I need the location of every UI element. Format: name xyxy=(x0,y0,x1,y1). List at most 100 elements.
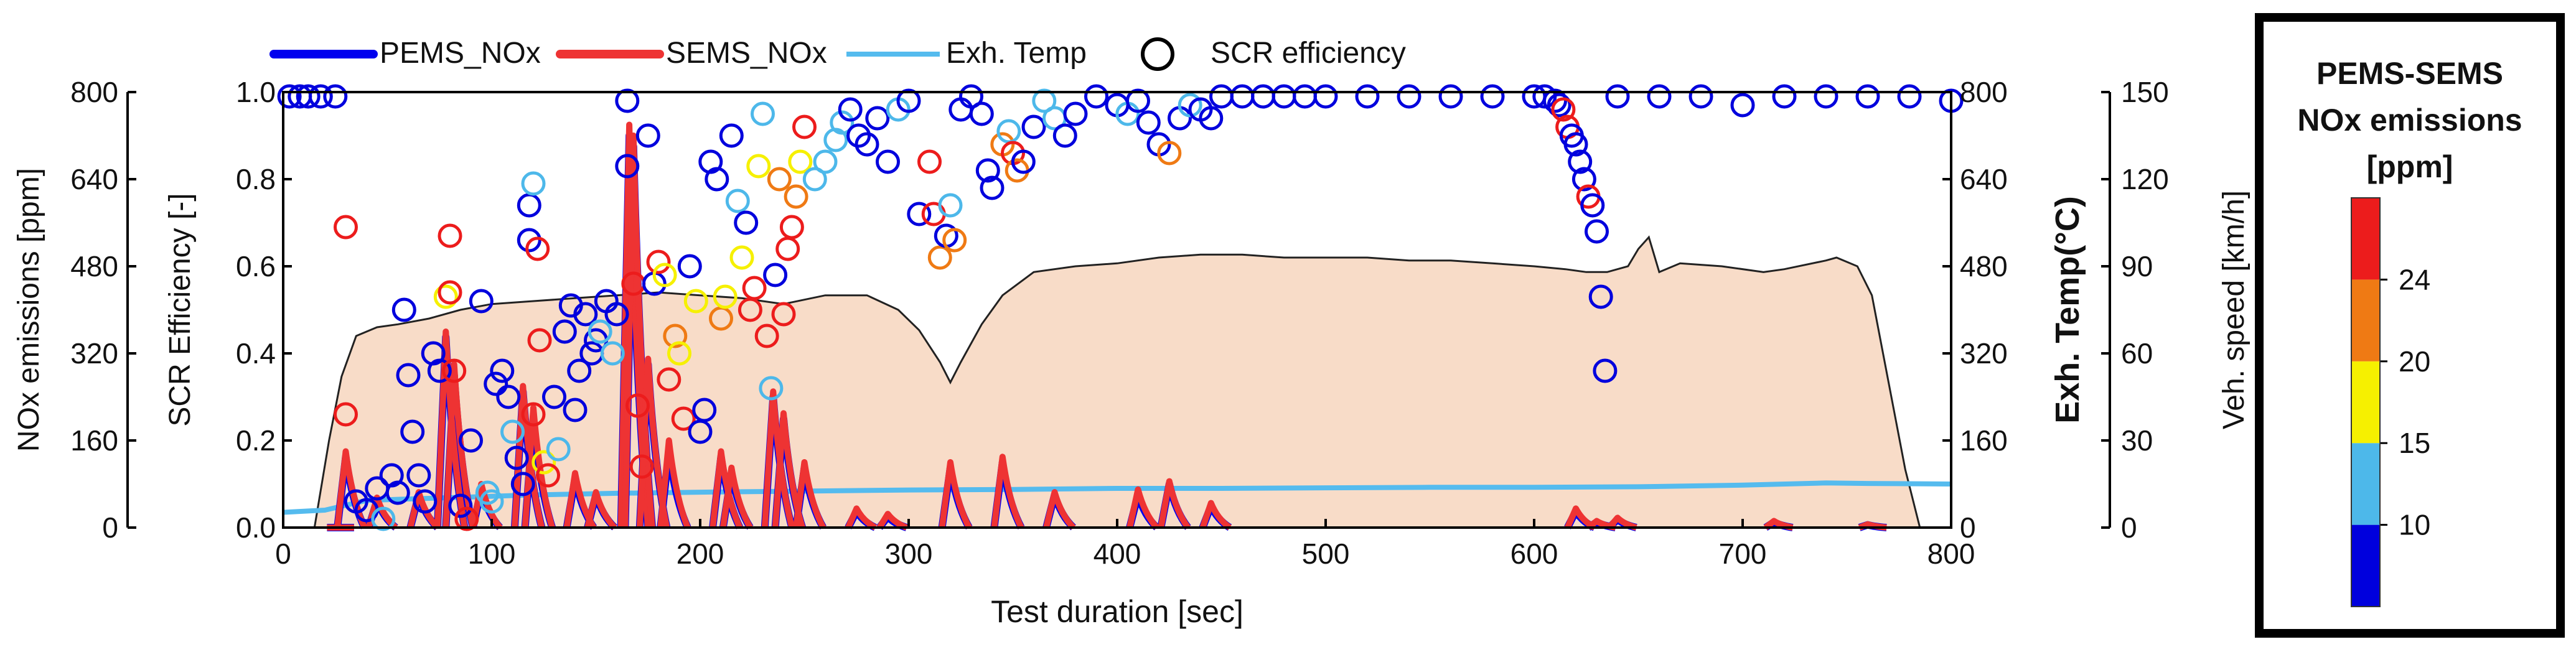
nox-tick-label-5: 800 xyxy=(70,76,118,108)
speed-axis-label: Veh. speed [km/h] xyxy=(2218,190,2250,429)
scr-efficiency-points xyxy=(277,84,1964,531)
scr-point-95 xyxy=(792,114,817,139)
legend-label-scr: SCR efficiency xyxy=(1211,37,1406,70)
scr-point-133 xyxy=(1136,110,1161,135)
scr-point-135 xyxy=(1157,141,1182,165)
scr-point-87 xyxy=(759,376,784,401)
sems-nox-peak-14 xyxy=(657,437,691,529)
colorbar-band-4 xyxy=(2351,198,2380,280)
scr-point-55 xyxy=(600,341,625,366)
scr-point-5 xyxy=(334,215,358,240)
scr-point-168 xyxy=(1730,93,1755,118)
sems-nox-peak-25 xyxy=(1126,486,1159,530)
scr-point-42 xyxy=(532,450,556,475)
scr-point-117 xyxy=(975,158,1000,183)
scr-point-158 xyxy=(1568,149,1593,174)
scr-point-128 xyxy=(1063,101,1088,126)
scr-point-21 xyxy=(438,223,462,248)
sems-nox-peak-12 xyxy=(622,133,655,528)
scr-point-69 xyxy=(671,406,696,431)
scr-point-148 xyxy=(1438,84,1463,109)
scr-point-16 xyxy=(406,463,431,488)
nox-axis-label: NOx emissions [ppm] xyxy=(12,168,45,452)
speed-axis: 0 30 60 90 120 150 xyxy=(2101,76,2169,544)
scr-point-152 xyxy=(1543,88,1567,113)
scr-point-113 xyxy=(942,228,967,253)
scr-point-171 xyxy=(1855,84,1880,109)
colorbar-label-0: 10 xyxy=(2399,509,2430,541)
x-tick-label-6: 600 xyxy=(1510,538,1558,570)
scr-point-43 xyxy=(536,463,560,488)
scr-point-26 xyxy=(459,428,483,453)
legend-label-temp: Exh. Temp xyxy=(946,37,1087,70)
scr-point-38 xyxy=(521,171,546,196)
scr-point-78 xyxy=(719,123,744,148)
speed-tick-label-5: 150 xyxy=(2121,76,2169,108)
scr-point-125 xyxy=(1032,88,1057,113)
colorbar-title-line3: [ppm] xyxy=(2367,149,2453,184)
scr-point-35 xyxy=(510,472,535,496)
scr-point-64 xyxy=(646,249,671,274)
scr-point-94 xyxy=(788,149,813,174)
scr-point-170 xyxy=(1814,84,1838,109)
x-tick-label-3: 300 xyxy=(885,538,933,570)
sems-nox-peak-19 xyxy=(793,459,827,529)
colorbar-frame xyxy=(2255,13,2565,638)
scr-point-60 xyxy=(625,393,650,418)
scr-point-112 xyxy=(938,193,963,218)
legend: PEMS_NOx SEMS_NOx Exh. Temp SCR efficien… xyxy=(269,37,1406,71)
sems-nox-peak-22 xyxy=(939,459,972,529)
scr-point-164 xyxy=(1593,358,1618,383)
scr-point-101 xyxy=(846,123,871,148)
scr-point-93 xyxy=(784,184,808,209)
speed-tick-label-1: 30 xyxy=(2121,424,2153,457)
scr-point-22 xyxy=(438,280,462,305)
scr-point-157 xyxy=(1563,132,1588,157)
scr-point-65 xyxy=(652,263,677,287)
scr-point-89 xyxy=(767,167,792,192)
nox-tick-label-1: 160 xyxy=(70,424,118,457)
scr-point-12 xyxy=(385,480,410,505)
scr-point-33 xyxy=(500,419,525,444)
temp-tick-label-5: 800 xyxy=(1960,76,2008,108)
plot-area xyxy=(277,84,1964,531)
colorbar: 10 15 20 24 xyxy=(2351,197,2430,607)
temp-axis-label: Exh. Temp(°C) xyxy=(2049,196,2086,424)
scr-point-41 xyxy=(527,328,552,353)
scr-point-24 xyxy=(448,493,473,518)
sems-nox-peak-26 xyxy=(1158,478,1191,530)
speed-tick-label-4: 120 xyxy=(2121,163,2169,195)
efficiency-axis: 0.0 0.2 0.4 0.6 0.8 1.0 xyxy=(236,76,292,544)
scr-point-44 xyxy=(542,384,566,409)
scr-point-25 xyxy=(454,506,479,531)
speed-tick-label-3: 90 xyxy=(2121,250,2153,282)
temp-tick-label-4: 640 xyxy=(1960,163,2008,195)
scr-point-84 xyxy=(746,154,771,179)
eff-tick-label-5: 1.0 xyxy=(236,76,276,108)
temp-axis: 0 160 320 480 640 800 xyxy=(1942,76,2008,544)
scr-point-14 xyxy=(396,363,421,388)
scr-point-4 xyxy=(323,84,348,109)
scr-point-154 xyxy=(1551,97,1576,122)
scr-point-99 xyxy=(830,110,855,135)
x-tick-label-8: 800 xyxy=(1927,538,1975,570)
scr-point-30 xyxy=(484,371,508,396)
scr-point-149 xyxy=(1480,84,1505,109)
scr-point-102 xyxy=(855,132,879,157)
scr-point-6 xyxy=(334,402,358,427)
scr-point-37 xyxy=(517,228,541,253)
temp-tick-label-2: 320 xyxy=(1960,337,2008,370)
scr-point-86 xyxy=(754,324,779,348)
scr-point-77 xyxy=(713,284,738,309)
eff-tick-label-3: 0.6 xyxy=(236,250,276,282)
scr-point-80 xyxy=(729,245,754,270)
scr-point-70 xyxy=(677,254,702,279)
sems-nox-peak-27 xyxy=(1199,500,1232,531)
scr-point-88 xyxy=(763,263,788,287)
scr-point-34 xyxy=(504,445,529,470)
scr-point-97 xyxy=(813,149,838,174)
scr-point-139 xyxy=(1199,106,1224,131)
scr-point-90 xyxy=(771,302,796,327)
colorbar-label-3: 24 xyxy=(2399,263,2430,296)
x-tick-label-5: 500 xyxy=(1302,538,1350,570)
